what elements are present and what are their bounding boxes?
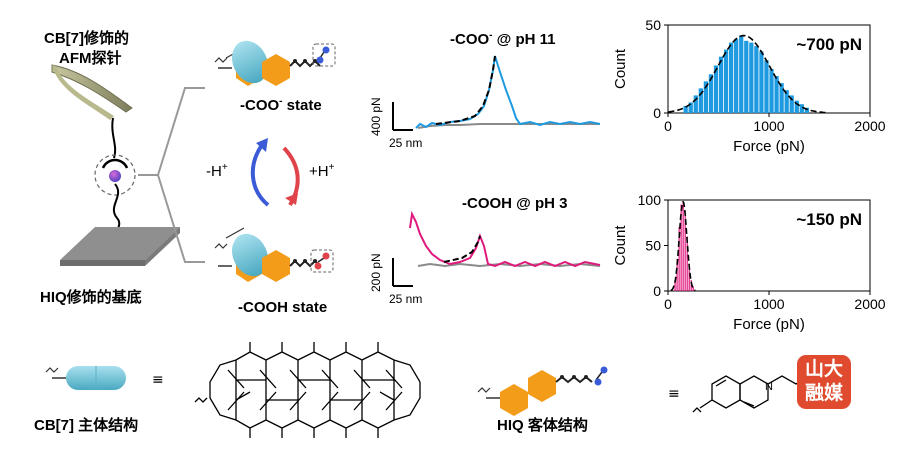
- histogram-bar: [698, 88, 703, 113]
- histogram-bar: [688, 263, 690, 291]
- histogram-bar: [674, 280, 676, 291]
- hiq-icon: [477, 366, 608, 416]
- cooh-state-label: -COOH state: [238, 299, 327, 316]
- top-dist-scale-label: 25 nm: [389, 136, 422, 150]
- histogram-bar: [764, 60, 769, 113]
- histogram-bar: [723, 49, 729, 113]
- histogram-bar: [692, 286, 694, 291]
- histogram-bar: [688, 102, 693, 113]
- cb7-chemical-structure: [194, 342, 421, 438]
- histogram-bar: [682, 201, 684, 291]
- x-tick-label: 1000: [753, 118, 784, 134]
- coo-state-molecule: [214, 40, 336, 86]
- histogram-bar: [804, 107, 809, 113]
- y-tick-label: 0: [653, 283, 661, 299]
- afm-tip-label-line1: CB[7]修饰的: [44, 30, 129, 47]
- trace-bottom-title: -COOH @ pH 3: [462, 195, 567, 212]
- histogram-bar: [693, 95, 698, 113]
- histogram-bar: [729, 42, 734, 113]
- y-tick-label: 100: [638, 192, 662, 208]
- histogram-bar: [754, 46, 759, 114]
- peak-force-annotation: ~150 pN: [796, 210, 862, 229]
- cooh-state-molecule: [214, 227, 334, 282]
- trace-top-approach: [417, 123, 600, 129]
- histogram-bar: [749, 42, 754, 113]
- y-tick-label: 50: [645, 17, 661, 33]
- proton-arrows: [250, 138, 300, 207]
- afm-cantilever: [51, 64, 133, 120]
- y-axis-label: Count: [612, 225, 629, 266]
- histogram-bar: [779, 83, 784, 113]
- y-tick-label: 50: [645, 238, 661, 254]
- trace-bottom-fit: [443, 235, 481, 263]
- y-tick-label: 0: [653, 105, 661, 121]
- top-force-scale-label: 400 pN: [369, 97, 383, 136]
- histogram-bar: [718, 56, 724, 113]
- x-tick-label: 0: [664, 118, 672, 134]
- trace-top-title: -COO- @ pH 11: [450, 30, 556, 48]
- afm-tip-label-line2: AFM探针: [59, 50, 122, 67]
- histogram-pH3: 0 1000 2000 0 50 100 Force (pN) Count ~150 pN: [612, 192, 886, 333]
- histogram-bar: [744, 40, 749, 114]
- trace-top: [392, 55, 601, 131]
- trace-top-retract: [415, 55, 601, 129]
- histogram-bar: [789, 95, 794, 113]
- histogram-bar: [680, 204, 682, 291]
- histogram-bar: [684, 210, 686, 291]
- trace-bottom-retract: [409, 210, 601, 268]
- logo-line2: 融媒: [804, 383, 843, 404]
- minus-h-label: -H+: [206, 162, 228, 180]
- histogram-bar: [769, 69, 774, 113]
- y-axis-label: Count: [612, 48, 629, 89]
- plus-h-label: +H+: [309, 162, 335, 180]
- histogram-bar: [708, 74, 714, 113]
- host-guest-complex: [94, 154, 136, 196]
- hiq-structure-label: HIQ 客体结构: [497, 417, 588, 434]
- x-tick-label: 2000: [854, 118, 885, 134]
- histogram-bar: [713, 65, 719, 113]
- histogram-bar: [734, 39, 739, 113]
- afm-tip-tether: [111, 117, 117, 159]
- coo-state-label: -COO- state: [240, 96, 322, 114]
- histogram-bar: [759, 51, 764, 113]
- bottom-force-scale-label: 200 pN: [369, 253, 383, 292]
- trace-top-fit: [435, 55, 496, 125]
- histogram-bar: [683, 105, 688, 113]
- bottom-dist-scale-label: 25 nm: [389, 292, 422, 306]
- gaussian-fit-curve: [670, 200, 696, 292]
- cb7-structure-label: CB[7] 主体结构: [34, 417, 139, 434]
- state-bracket: [138, 87, 205, 263]
- media-logo: 山大 融媒: [797, 355, 851, 409]
- histogram-bar: [799, 104, 804, 113]
- hiq-equiv-sign: ≡: [668, 386, 680, 402]
- x-tick-label: 2000: [854, 296, 885, 312]
- histogram-bar: [686, 236, 688, 291]
- histogram-bar: [774, 76, 779, 113]
- gaussian-fit-curve: [668, 34, 826, 114]
- x-axis-label: Force (pN): [733, 316, 805, 333]
- cb7-equiv-sign: ≡: [152, 372, 164, 388]
- histogram-bar: [794, 100, 799, 113]
- x-axis-label: Force (pN): [733, 138, 805, 155]
- cb7-icon: [45, 366, 126, 390]
- histogram-pH11: 0 1000 2000 0 50 Force (pN) Count ~700 pN: [612, 17, 886, 155]
- histogram-bar: [678, 227, 680, 291]
- substrate-label: HIQ修饰的基底: [40, 289, 142, 306]
- substrate: [60, 227, 180, 266]
- x-tick-label: 1000: [753, 296, 784, 312]
- histogram-bar: [690, 280, 692, 291]
- peak-force-annotation: ~700 pN: [796, 35, 862, 54]
- histogram-bar: [739, 35, 744, 114]
- trace-bottom: [392, 210, 601, 287]
- hiq-n-plus: N: [765, 381, 773, 393]
- logo-line1: 山大: [804, 359, 843, 380]
- histogram-bar: [676, 259, 678, 291]
- histogram-bar: [703, 81, 708, 113]
- histogram-bar: [784, 90, 789, 113]
- x-tick-label: 0: [664, 296, 672, 312]
